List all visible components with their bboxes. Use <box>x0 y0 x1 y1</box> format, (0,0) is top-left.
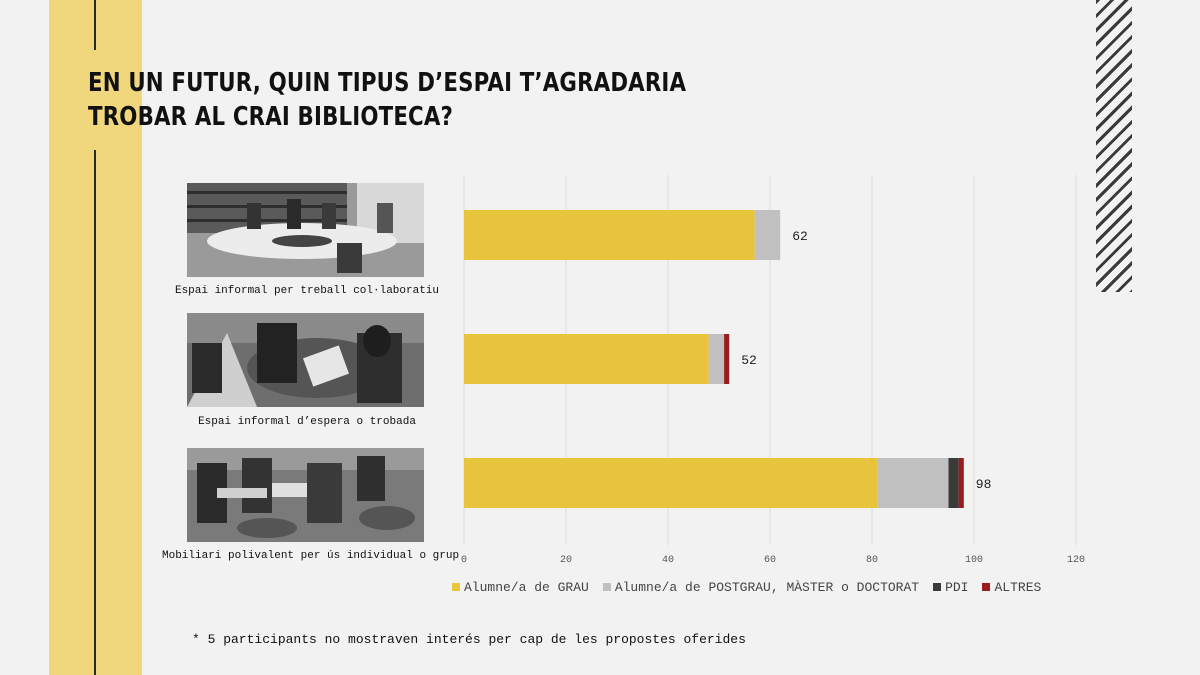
bar-segment-3-series-2 <box>877 458 949 508</box>
x-tick-label-80: 80 <box>866 555 878 566</box>
total-label-3: 98 <box>976 477 992 492</box>
decorative-line-bottom <box>94 150 96 675</box>
legend-swatch-pdi <box>933 583 942 591</box>
x-tick-label-100: 100 <box>965 555 983 566</box>
legend-label-postgrau: Alumne/a de POSTGRAU, MÀSTER o DOCTORAT <box>614 579 920 595</box>
legend-label-pdi: PDI <box>945 579 969 595</box>
chart-legend: Alumne/a de GRAU Alumne/a de POSTGRAU, M… <box>452 578 1055 596</box>
legend-item-altres: ALTRES <box>982 580 1041 595</box>
x-tick-label-60: 60 <box>764 555 776 566</box>
category-photo-multipurpose-furniture <box>187 448 424 542</box>
bar-segment-3-series-4 <box>958 458 964 508</box>
x-tick-label-120: 120 <box>1067 555 1085 566</box>
legend-item-pdi: PDI <box>933 580 968 595</box>
total-label-2: 52 <box>741 353 757 368</box>
legend-swatch-grau <box>452 583 460 591</box>
x-tick-label-20: 20 <box>560 555 572 566</box>
bar-segment-2-series-4 <box>724 334 730 384</box>
x-tick-label-40: 40 <box>662 555 674 566</box>
bar-segment-1-series-1 <box>464 210 755 260</box>
decorative-stripes <box>1096 0 1132 292</box>
page-title-line-1: EN UN FUTUR, QUIN TIPUS D’ESPAI T’AGRADA… <box>88 68 687 98</box>
legend-swatch-postgrau <box>602 583 611 591</box>
chart-bars <box>464 210 964 508</box>
category-photo-collaborative-workspace <box>187 183 424 277</box>
legend-label-altres: ALTRES <box>994 579 1042 595</box>
total-label-1: 62 <box>792 229 808 244</box>
x-tick-label-0: 0 <box>461 555 467 566</box>
bar-segment-1-series-2 <box>754 210 781 260</box>
category-label-2: Espai informal d’espera o trobada <box>198 416 416 428</box>
footnote: * 5 participants no mostraven interés pe… <box>192 632 746 647</box>
bar-segment-3-series-3 <box>948 458 959 508</box>
decorative-line-top <box>94 0 96 50</box>
bar-segment-2-series-2 <box>708 334 725 384</box>
bar-segment-3-series-1 <box>464 458 878 508</box>
legend-item-postgrau: Alumne/a de POSTGRAU, MÀSTER o DOCTORAT <box>602 579 920 595</box>
page-title-line-2: TROBAR AL CRAI BIBLIOTECA? <box>88 102 454 132</box>
category-photo-waiting-area <box>187 313 424 407</box>
legend-item-grau: Alumne/a de GRAU <box>452 580 589 595</box>
chart-x-axis-ticks: 0 20 40 60 80 100 120 <box>461 555 1085 566</box>
legend-swatch-altres <box>982 583 991 591</box>
legend-label-grau: Alumne/a de GRAU <box>464 579 589 595</box>
category-label-1: Espai informal per treball col·laboratiu <box>174 285 440 297</box>
category-label-3: Mobiliari polivalent per ús individual o… <box>162 550 460 562</box>
page-title: EN UN FUTUR, QUIN TIPUS D’ESPAI T’AGRADA… <box>88 66 687 134</box>
chart-value-labels: 62 52 98 <box>741 229 991 492</box>
bar-segment-2-series-1 <box>464 334 709 384</box>
